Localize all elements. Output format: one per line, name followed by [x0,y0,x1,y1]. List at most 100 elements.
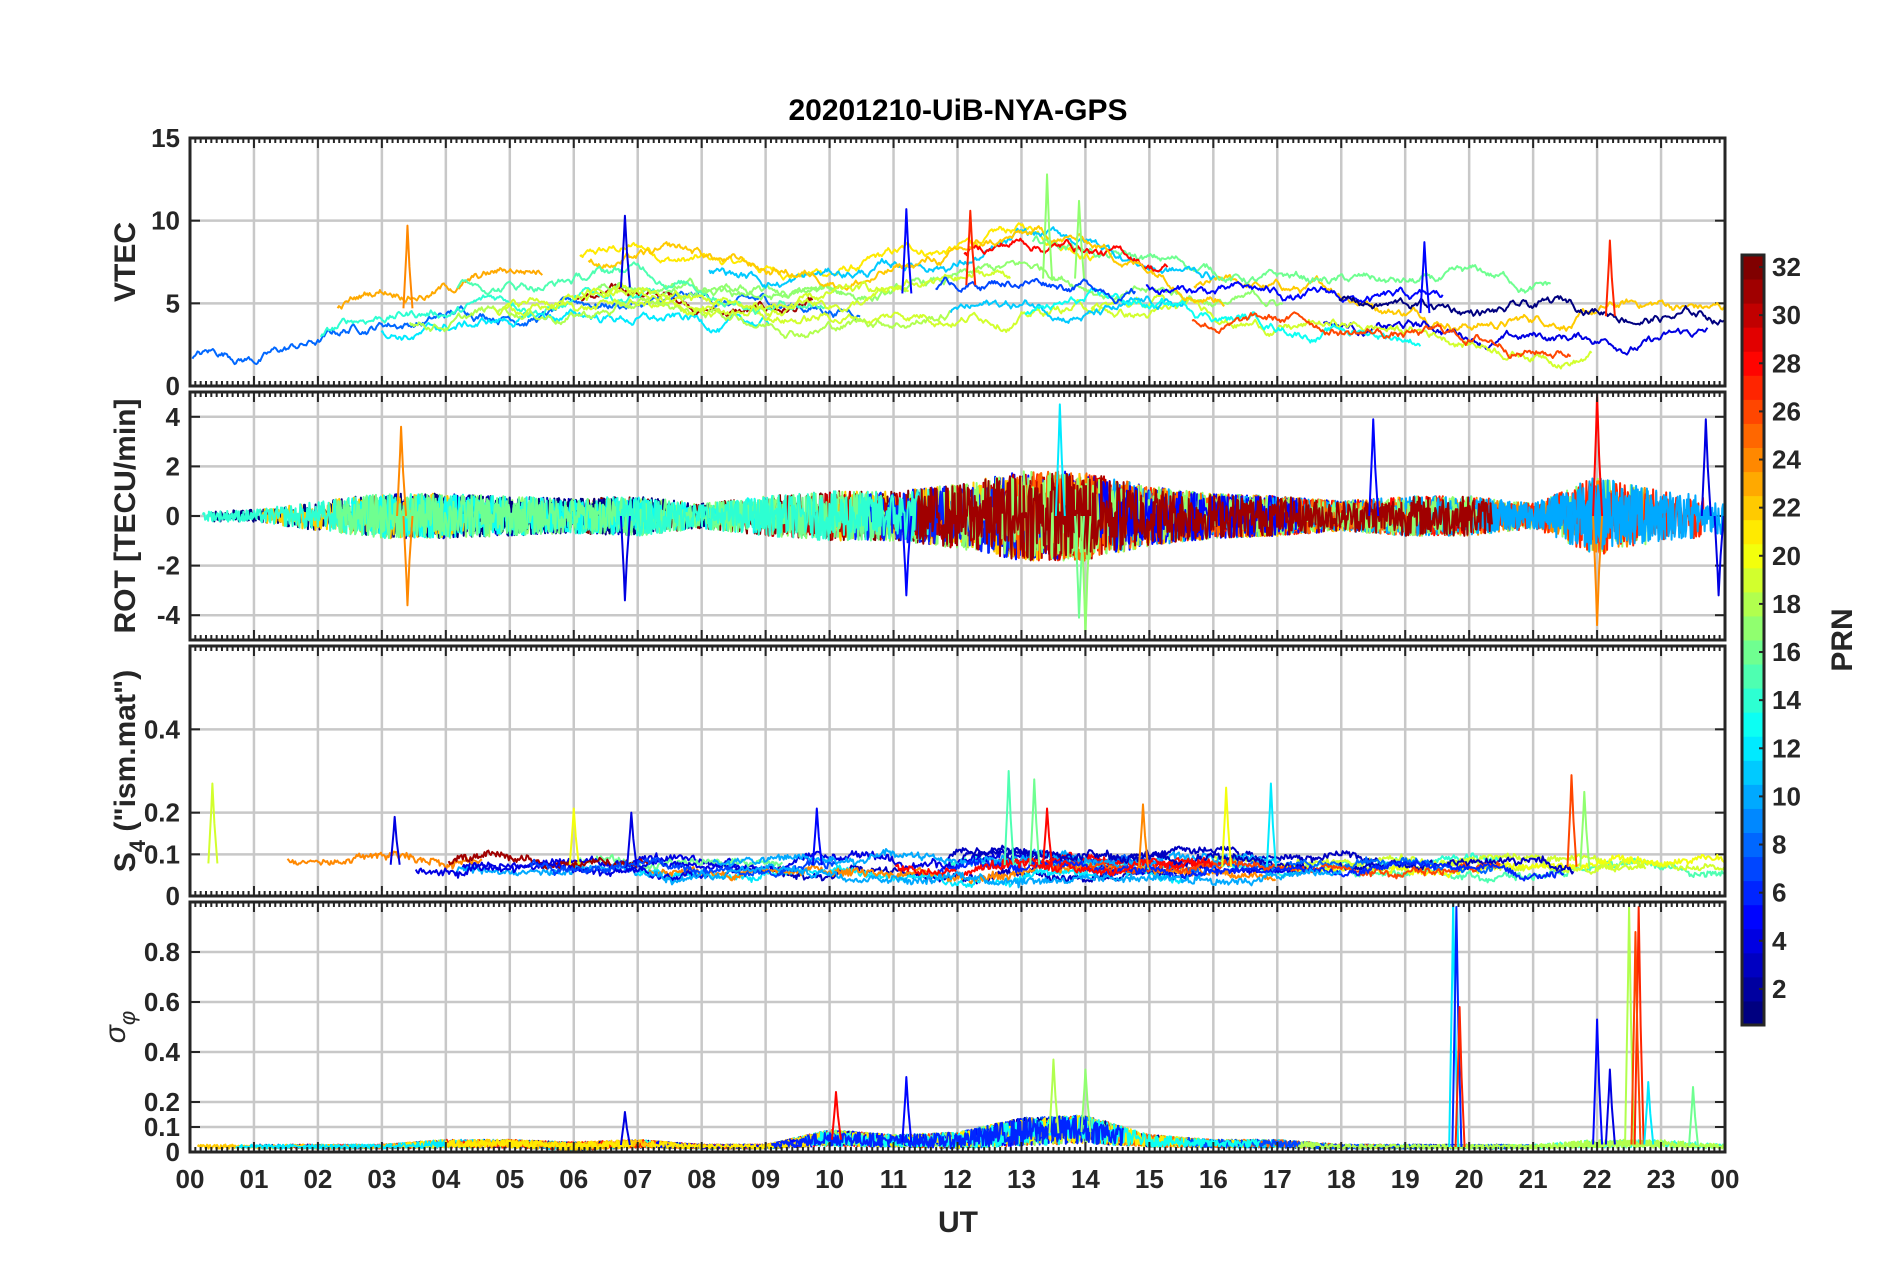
y-tick-label: -4 [157,600,181,630]
colorbar-tick-label: 14 [1772,685,1801,715]
colorbar-band [1742,664,1764,689]
x-tick-label: 08 [687,1164,716,1194]
peak-mark [1451,906,1463,1148]
peak-mark [1042,173,1054,279]
y-tick-label: 10 [151,206,180,236]
colorbar-band [1742,495,1764,521]
traces [207,770,1725,889]
x-tick-label: 22 [1583,1164,1612,1194]
colorbar-tick-label: 26 [1772,396,1801,426]
prn-trace [961,844,1320,873]
prn-trace [1338,295,1725,326]
y-tick-label: 0.2 [144,798,180,828]
prn-trace [574,853,784,870]
y-tick-label: 0.1 [144,839,180,869]
peak-mark [619,1111,631,1146]
peak-mark [619,214,631,288]
colorbar-tick-label: 30 [1772,300,1801,330]
y-tick-label: 0 [166,501,180,531]
colorbar-tick-label: 20 [1772,541,1801,571]
colorbar-band [1742,591,1764,617]
x-tick-label: 20 [1455,1164,1484,1194]
prn-trace [235,1139,447,1150]
y-tick-label: 5 [166,288,180,318]
peak-mark [901,1076,913,1143]
y-axis-label: VTEC [109,222,142,302]
colorbar-band [1742,880,1764,906]
colorbar-band [1742,519,1764,545]
x-tick-label: 00 [176,1164,205,1194]
colorbar-band [1742,952,1764,978]
prn-trace [648,863,1342,889]
prn-trace [502,294,1166,333]
colorbar-band [1742,832,1764,858]
colorbar-band [1742,976,1764,1002]
y-tick-label: 0 [166,1137,180,1167]
colorbar-band [1742,255,1764,280]
x-tick-label: 03 [367,1164,396,1194]
prn-trace [894,857,1214,877]
prn-trace [949,295,1187,324]
traces [201,393,1725,637]
colorbar-tick-label: 10 [1772,781,1801,811]
colorbar-band [1742,760,1764,785]
y-tick-label: 0.1 [144,1112,180,1142]
prn-trace [1191,311,1572,359]
colorbar-band [1742,615,1764,641]
colorbar-band [1742,351,1764,376]
prn-trace [615,488,931,542]
x-tick-label: 23 [1647,1164,1676,1194]
peak-mark [396,425,408,517]
y-axis-label: ROT [TECU/min] [109,399,142,634]
colorbar-tick-label: 32 [1772,252,1801,282]
colorbar-tick-label: 22 [1772,493,1801,523]
colorbar-band [1742,712,1764,737]
y-tick-label: 0.8 [144,937,180,967]
x-tick-label: 11 [880,1164,908,1194]
peak-mark [1003,770,1015,866]
y-tick-label: 0 [166,371,180,401]
x-tick-label: 13 [1007,1164,1036,1194]
peak-mark [1604,239,1616,317]
peak-mark [402,515,414,607]
prn-trace [1193,273,1725,332]
colorbar-tick-label: 18 [1772,589,1801,619]
peak-mark [811,807,823,866]
colorbar-band [1742,640,1764,665]
prn-trace [409,297,952,339]
y-tick-label: 15 [151,123,180,153]
peak-mark [1604,1068,1616,1145]
colorbar-tick-label: 24 [1772,445,1801,475]
colorbar-band [1742,303,1764,328]
x-tick-label: 15 [1135,1164,1164,1194]
prn-trace [1322,319,1709,356]
traces [191,173,1725,370]
x-tick-label: 10 [815,1164,844,1194]
prn-trace [493,280,910,316]
x-tick-label: 04 [431,1164,460,1194]
panel-3: 0 0.1 0.2 0.4S4 ("ism.mat") [109,644,1727,911]
colorbar-tick-label: 4 [1772,926,1787,956]
y-tick-label: 0.6 [144,987,180,1017]
prn-trace [587,225,1225,308]
chart-title: 20201210-UiB-NYA-GPS [788,94,1127,127]
colorbar-band [1742,784,1764,809]
peak-mark [1137,803,1149,867]
colorbar-band [1742,736,1764,761]
prn-trace [580,269,1012,318]
colorbar-band [1742,327,1764,352]
prn-trace [771,1115,1125,1150]
colorbar-band [1742,375,1764,400]
colorbar-band [1742,928,1764,954]
colorbar-band [1742,279,1764,304]
peak-mark [619,515,631,602]
peak-mark [1448,902,1460,1148]
prn-trace [1145,281,1444,304]
y-tick-label: 0.4 [144,1037,181,1067]
x-tick-label: 05 [495,1164,524,1194]
x-tick-label: 17 [1263,1164,1292,1194]
prn-trace [916,472,1493,562]
